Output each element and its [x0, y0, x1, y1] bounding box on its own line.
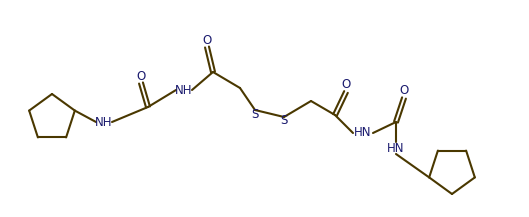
Text: O: O	[136, 69, 145, 82]
Text: S: S	[280, 115, 288, 128]
Text: NH: NH	[175, 84, 193, 97]
Text: O: O	[341, 79, 351, 92]
Text: S: S	[251, 107, 259, 120]
Text: HN: HN	[387, 141, 405, 155]
Text: O: O	[203, 33, 212, 46]
Text: NH: NH	[95, 115, 113, 128]
Text: O: O	[399, 84, 408, 97]
Text: HN: HN	[354, 127, 372, 140]
